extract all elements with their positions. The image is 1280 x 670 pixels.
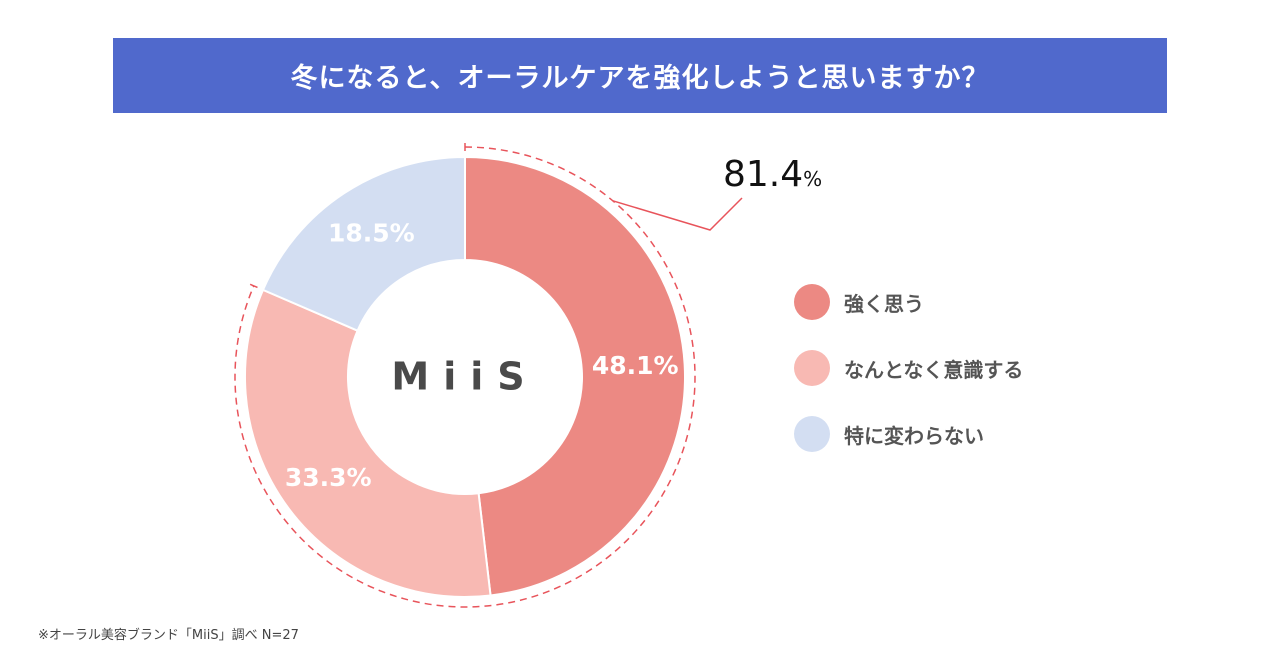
callout-dashed-arc: [234, 146, 696, 608]
legend-item-strong: 強く思う: [794, 283, 1023, 321]
chart-title: 冬になると、オーラルケアを強化しようと思いますか？: [290, 63, 990, 94]
legend: 強く思う なんとなく意識する 特に変わらない: [794, 283, 1023, 481]
legend-swatch-no-change: [794, 416, 830, 452]
slice-no-change: [261, 155, 466, 332]
legend-swatch-strong: [794, 284, 830, 320]
callout-value: 81.4%: [723, 154, 822, 195]
slice-somewhat: [244, 288, 492, 598]
title-banner: 冬になると、オーラルケアを強化しようと思いますか？: [113, 38, 1167, 113]
legend-label-somewhat: なんとなく意識する: [844, 357, 1024, 382]
footnote: ※オーラル美容ブランド「MiiS」調べ N=27: [38, 628, 299, 643]
callout-leader-line: [612, 197, 743, 231]
legend-item-somewhat: なんとなく意識する: [794, 349, 1023, 387]
data-label-strong: 48.1%: [592, 351, 679, 380]
data-label-no-change: 18.5%: [328, 219, 415, 248]
legend-label-no-change: 特に変わらない: [844, 423, 984, 448]
legend-swatch-somewhat: [794, 350, 830, 386]
data-label-somewhat: 33.3%: [285, 463, 372, 492]
slice-strong: [464, 155, 686, 597]
callout-tick-end: [249, 283, 258, 289]
legend-label-strong: 強く思う: [844, 291, 924, 316]
legend-item-no-change: 特に変わらない: [794, 415, 1023, 453]
center-logo: MiiS: [391, 355, 538, 399]
